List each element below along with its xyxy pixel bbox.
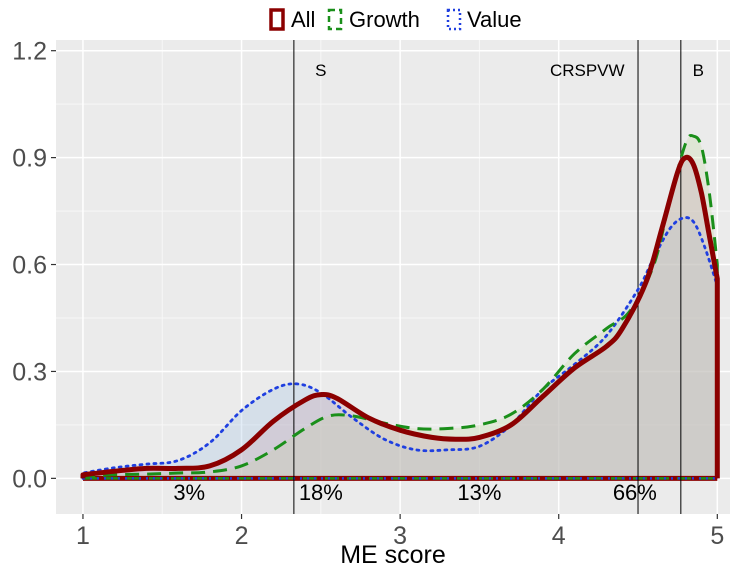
x-tick-label: 2 [235, 522, 249, 550]
x-tick-label: 5 [710, 522, 724, 550]
x-tick-label: 1 [76, 522, 90, 550]
annotation-labels: S CRSPVW B 3% 18% 13% 66% [173, 61, 704, 505]
reference-label-s: S [315, 61, 326, 80]
legend-key-value [446, 8, 462, 31]
legend-label-all: All [291, 7, 315, 32]
density-line-growth [81, 133, 719, 479]
legend-key-growth [327, 8, 343, 31]
density-area-all [83, 157, 718, 479]
x-axis-title: ME score [340, 541, 446, 569]
region-share-label: 13% [457, 480, 501, 505]
density-fills [83, 135, 718, 479]
region-share-label: 66% [613, 480, 657, 505]
density-area-growth [83, 135, 718, 479]
legend-label-growth: Growth [349, 7, 420, 32]
density-line-all [80, 154, 720, 479]
y-tick-label: 0.3 [12, 358, 47, 386]
region-share-label: 18% [299, 480, 343, 505]
y-tick-label: 1.2 [12, 38, 47, 66]
y-tick-label: 0.0 [12, 465, 47, 493]
density-line-value [81, 216, 719, 480]
y-tick-label: 0.6 [12, 252, 47, 280]
reference-label-crspvw: CRSPVW [550, 61, 625, 80]
legend-key-all [269, 8, 285, 31]
legend-label-value: Value [467, 7, 522, 32]
legend: All Growth Value [269, 7, 522, 32]
x-tick-label: 3 [393, 522, 407, 550]
plot-panel [56, 40, 730, 514]
axes: 0.0 0.3 0.6 0.9 1.2 1 2 3 4 5 [12, 38, 724, 550]
reference-label-b: B [693, 61, 704, 80]
density-area-value [83, 217, 718, 479]
y-tick-label: 0.9 [12, 145, 47, 173]
region-share-label: 3% [173, 480, 205, 505]
x-tick-label: 4 [552, 522, 566, 550]
density-lines [80, 133, 720, 480]
